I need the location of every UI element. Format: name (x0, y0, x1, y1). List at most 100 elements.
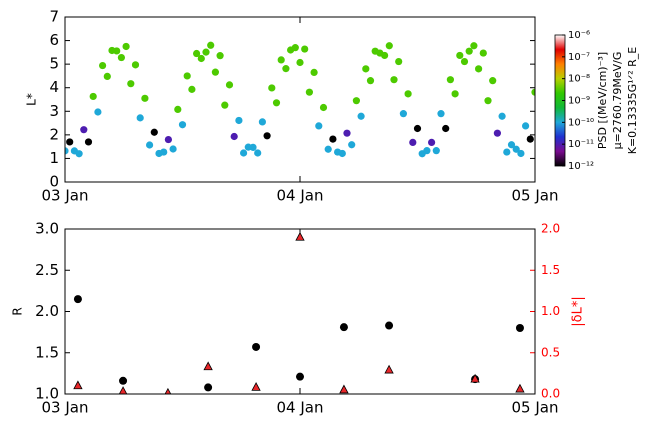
circle-marker (204, 383, 213, 392)
point (493, 129, 501, 137)
y2-tick-label: 1.5 (541, 263, 560, 277)
point (319, 103, 328, 112)
point (258, 118, 266, 126)
point (531, 88, 535, 96)
colorbar-label: μ=2760.79MeV/G (611, 52, 624, 150)
triangle-marker (515, 383, 525, 393)
y-tick-label: 2.5 (35, 261, 59, 279)
triangle-marker (384, 364, 394, 374)
y2-tick-label: 2.0 (541, 222, 560, 236)
point (127, 80, 135, 88)
colorbar-tick-label: 10⁻⁹ (568, 96, 590, 107)
x-tick-label: 03 Jan (42, 399, 89, 417)
point (150, 128, 158, 136)
triangle-marker (73, 380, 83, 390)
point (507, 141, 516, 149)
y-tick-label: 3.0 (35, 220, 59, 238)
point (146, 141, 154, 149)
colorbar-label: PSD [(MeV/cm)⁻³] (596, 52, 609, 149)
point (413, 124, 422, 133)
point (136, 114, 144, 122)
point (503, 148, 511, 156)
point (329, 135, 337, 143)
point (169, 145, 177, 153)
triangle-marker (339, 384, 349, 394)
point (376, 49, 384, 57)
point (385, 42, 393, 50)
triangle-marker (118, 386, 128, 394)
x-tick-label: 05 Jan (512, 187, 559, 205)
colorbar-tick-label: 10⁻⁷ (568, 52, 590, 63)
y-axis-label: L* (25, 93, 39, 106)
point (517, 149, 525, 158)
point (324, 145, 332, 153)
point (277, 56, 285, 64)
triangle-marker (164, 387, 172, 394)
point (197, 54, 205, 63)
point (432, 147, 440, 155)
point (164, 135, 172, 144)
point (343, 129, 351, 137)
plot-layer (65, 41, 535, 158)
y-tick-label: 0 (49, 173, 59, 191)
circle-marker (296, 372, 304, 381)
point (84, 138, 93, 146)
point (470, 42, 478, 50)
point (99, 61, 107, 70)
circle-marker (339, 323, 348, 332)
point (366, 77, 375, 85)
point (117, 53, 125, 62)
point (451, 90, 459, 98)
point (207, 41, 215, 49)
point (395, 57, 403, 66)
x-tick-label: 05 Jan (512, 399, 559, 417)
point (75, 150, 83, 158)
y2-tick-label: 0.0 (541, 387, 560, 401)
y-tick-label: 6 (49, 31, 59, 49)
point (263, 132, 271, 140)
point (225, 81, 234, 89)
point (348, 141, 356, 149)
y-axis-label: R (11, 307, 25, 315)
point (442, 124, 450, 133)
point (484, 97, 492, 105)
point (141, 94, 149, 102)
point (235, 116, 243, 125)
point (310, 68, 318, 76)
x-tick-label: 04 Jan (277, 187, 324, 205)
point (202, 48, 210, 56)
point (268, 84, 276, 92)
circle-marker (73, 295, 82, 304)
x-tick-label: 04 Jan (277, 399, 324, 417)
circle-marker (515, 324, 524, 332)
point (489, 77, 497, 85)
x-tick-label: 03 Jan (42, 187, 89, 205)
y2-tick-label: 0.5 (541, 345, 560, 359)
y-tick-label: 2 (49, 125, 59, 143)
point (338, 149, 346, 158)
point (479, 49, 487, 57)
triangle-marker (470, 373, 480, 383)
point (131, 61, 140, 69)
point (193, 49, 201, 58)
point (296, 58, 304, 67)
point (174, 105, 182, 113)
point (211, 68, 219, 76)
colorbar-tick-label: 10⁻¹¹ (568, 139, 594, 150)
plot-frame (64, 228, 536, 395)
point (65, 147, 69, 155)
y-tick-label: 1 (49, 149, 59, 167)
point (423, 147, 431, 155)
y-tick-label: 7 (49, 8, 59, 26)
circle-marker (385, 321, 394, 330)
y-tick-label: 2.0 (35, 302, 59, 320)
y-tick-label: 5 (49, 55, 59, 73)
point (66, 138, 74, 146)
point (357, 112, 365, 120)
point (254, 149, 262, 157)
point (399, 110, 407, 118)
point (465, 47, 473, 55)
y-tick-label: 3 (49, 102, 59, 120)
colorbar-tick-label: 10⁻¹⁰ (568, 117, 594, 128)
